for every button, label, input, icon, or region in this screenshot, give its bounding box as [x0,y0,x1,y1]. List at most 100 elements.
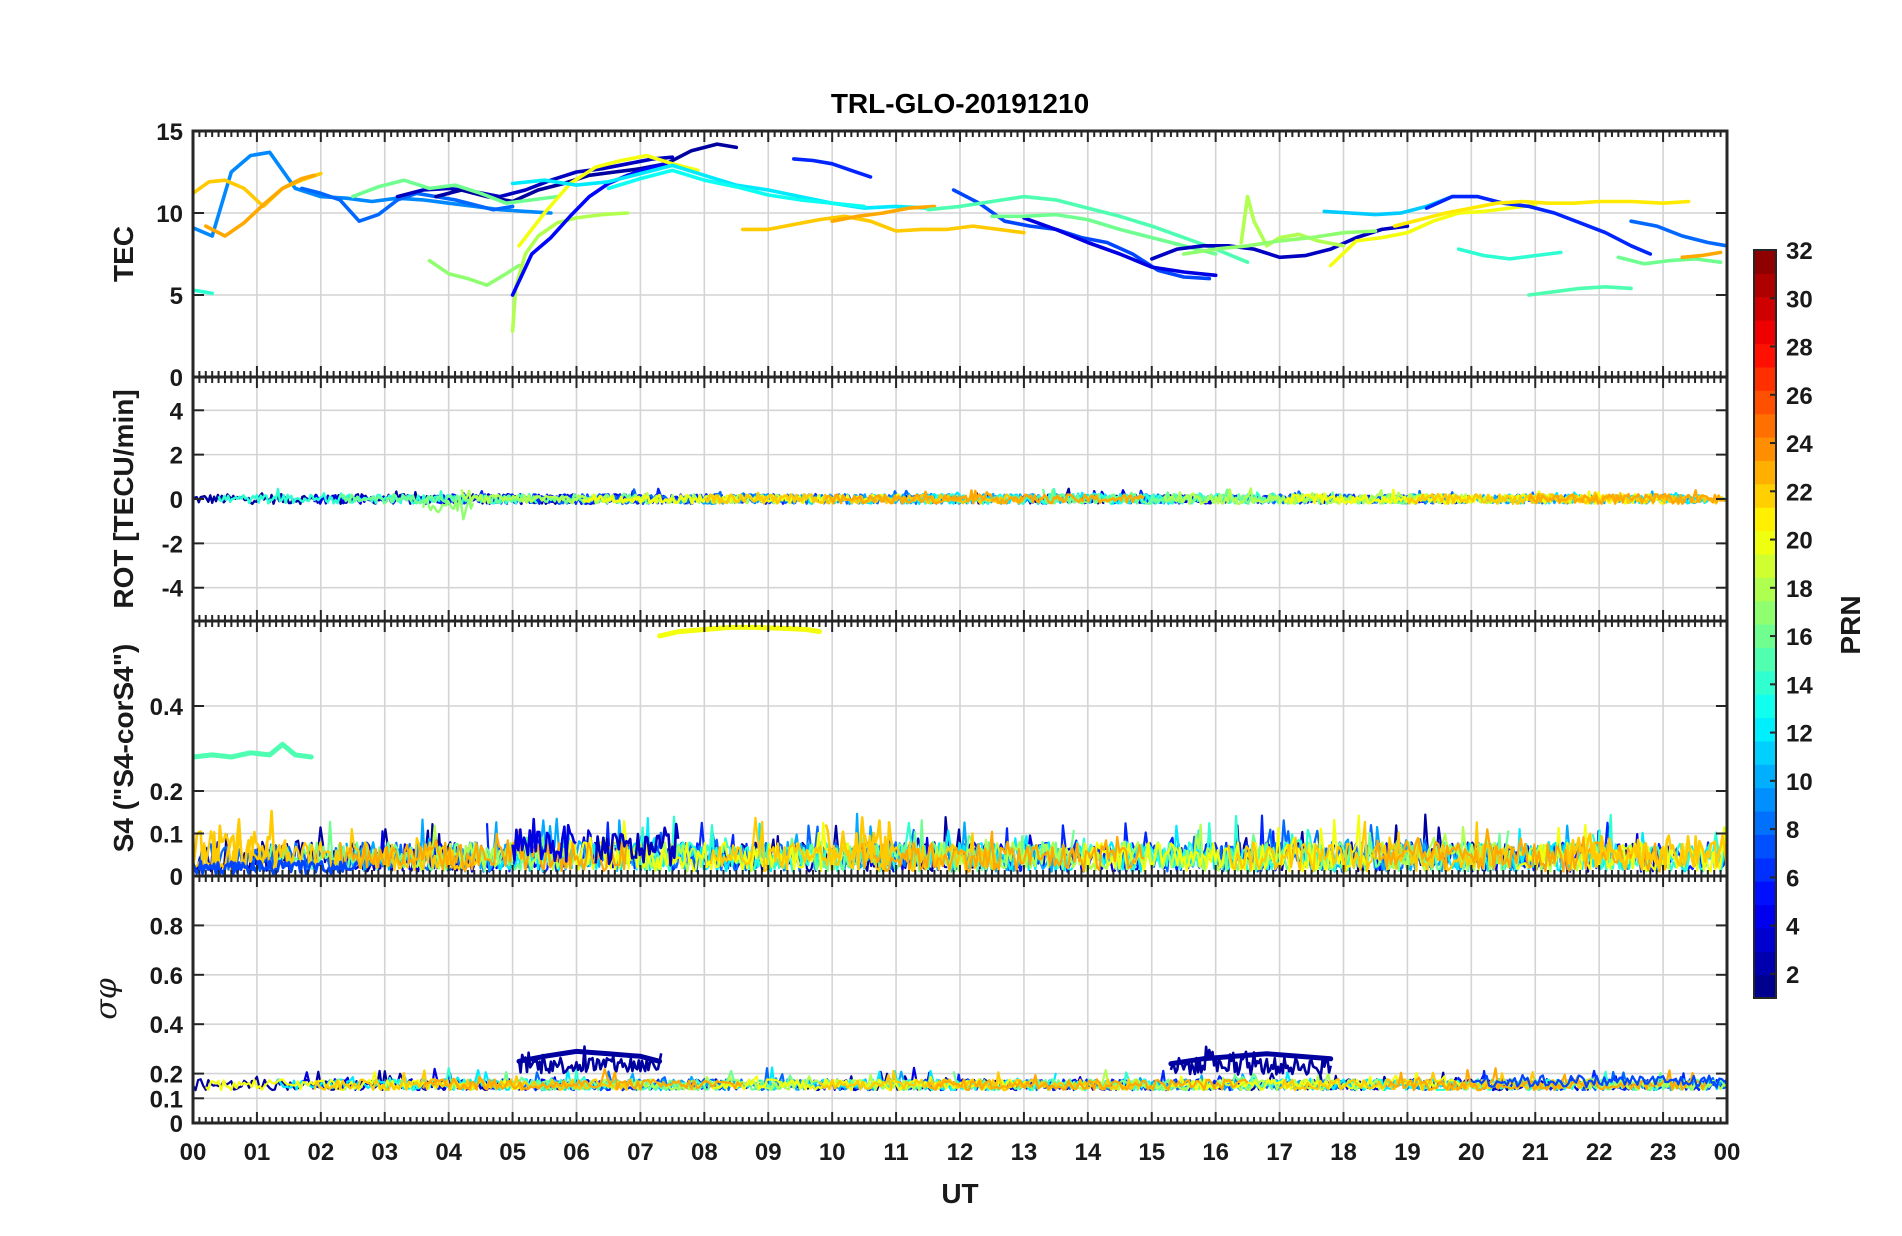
noise-prn-20 [1080,814,1369,873]
noise-prn-23 [422,1067,744,1091]
colorbar-segment [1754,951,1776,976]
data-series [193,142,1727,1067]
colorbar-segment [1754,390,1776,415]
series-prn-20 [657,624,822,639]
x-tick-label: 17 [1266,1139,1293,1166]
panel-s4-ylabel: S4 ("S4-corS4") [108,644,139,853]
colorbar-segment [1754,483,1776,508]
colorbar-tick-label: 10 [1786,769,1813,796]
colorbar-segment [1754,647,1776,672]
colorbar-segment [1754,694,1776,719]
colorbar-segment [1754,273,1776,298]
x-tick-label: 23 [1650,1139,1677,1166]
colorbar-frame [1753,249,1777,999]
series-prn-8 [1629,219,1727,248]
y-tick-label: 0.8 [150,913,183,940]
series-prn-6 [1424,194,1653,256]
x-tick-label: 04 [435,1139,462,1166]
y-tick-label: 0.4 [150,694,184,721]
series-prn-17 [1181,229,1378,256]
noise-prn-3 [594,822,680,867]
series-prn-20 [1328,203,1538,268]
y-tick-label: -2 [162,531,183,558]
y-tick-label: 0 [170,864,183,891]
x-tick-label: 11 [883,1139,908,1166]
colorbar-tick-label: 26 [1786,383,1813,410]
colorbar-segment [1754,600,1776,625]
panel-sigma-ylabel: σφ [89,978,124,1019]
colorbar-tick-label: 18 [1786,576,1813,603]
colorbar-tick-label: 24 [1786,431,1813,458]
series-prn-22 [740,214,1026,235]
x-tick-label: 03 [371,1139,398,1166]
series-prn-13 [606,168,866,209]
noise-prn-23 [1527,489,1727,505]
colorbar-tick-label: 12 [1786,721,1813,748]
chart-title: TRL-GLO-20191210 [831,88,1089,119]
series-prn-6 [791,157,873,179]
colorbar-segment [1754,530,1776,555]
x-tick-label: 08 [691,1139,718,1166]
x-tick-label: 13 [1011,1139,1038,1166]
series-prn-2 [516,1048,663,1064]
colorbar-segment [1754,460,1776,485]
x-tick-label: 02 [307,1139,334,1166]
colorbar-segment [1754,811,1776,835]
y-tick-label: 0.6 [150,963,183,990]
colorbar-tick-label: 16 [1786,624,1813,651]
x-tick-label: 05 [499,1139,526,1166]
y-tick-label: -4 [162,576,184,603]
noise-prn-22 [1227,820,1516,873]
colorbar-segment [1754,577,1776,602]
series-prn-14 [193,288,214,296]
x-tick-label: 01 [244,1139,271,1166]
colorbar-tick-label: 8 [1786,817,1799,844]
colorbar-segment [1754,624,1776,648]
y-tick-label: 0 [170,365,183,392]
series-prn-2 [1168,1051,1334,1067]
noise-prn-17 [421,496,475,521]
series-prn-23 [1680,250,1723,260]
series-prn-5 [510,162,668,297]
colorbar-segment [1754,857,1776,882]
series-prn-15 [193,741,314,760]
series-prn-23 [204,173,317,238]
colorbar-segment [1754,250,1776,274]
series-prn-15 [1527,284,1633,297]
x-tick-label: 00 [1714,1139,1741,1166]
y-tick-label: 5 [170,283,183,310]
series-prn-3 [1150,224,1410,261]
noise-prn-18 [1062,1068,1383,1092]
x-tick-label: 12 [947,1139,974,1166]
panel-rot-ylabel: ROT [TECU/min] [108,389,139,608]
noise-prn-22 [1406,491,1726,506]
series-prn-14 [1456,247,1563,261]
colorbar-tick-label: 14 [1786,672,1813,699]
colorbar-tick-label: 22 [1786,479,1813,506]
y-tick-label: 15 [156,119,183,146]
noise-prn-14 [217,487,538,505]
colorbar-tick-label: 30 [1786,286,1813,313]
series-prn-23 [830,204,937,223]
series-prn-20 [517,153,700,248]
colorbar-segment [1754,904,1776,929]
x-tick-label: 20 [1458,1139,1485,1166]
colorbar-segment [1754,320,1776,345]
noise-prn-22 [1565,832,1727,871]
y-tick-label: 0.2 [150,1062,183,1089]
x-tick-label: 18 [1330,1139,1357,1166]
series-prn-16 [990,212,1218,256]
noise-prn-22 [193,809,289,871]
noise-prn-22 [824,816,896,871]
noise-prn-23 [824,489,1145,505]
noise-prn-23 [338,828,628,873]
noise-prn-7 [193,859,359,876]
series-prn-3 [395,155,675,199]
colorbar-segment [1754,764,1776,789]
noise-prn-2 [1169,1045,1332,1076]
colorbar-segment [1754,366,1776,391]
colorbar-segment [1754,343,1776,368]
colorbar-tick-label: 4 [1786,914,1800,941]
